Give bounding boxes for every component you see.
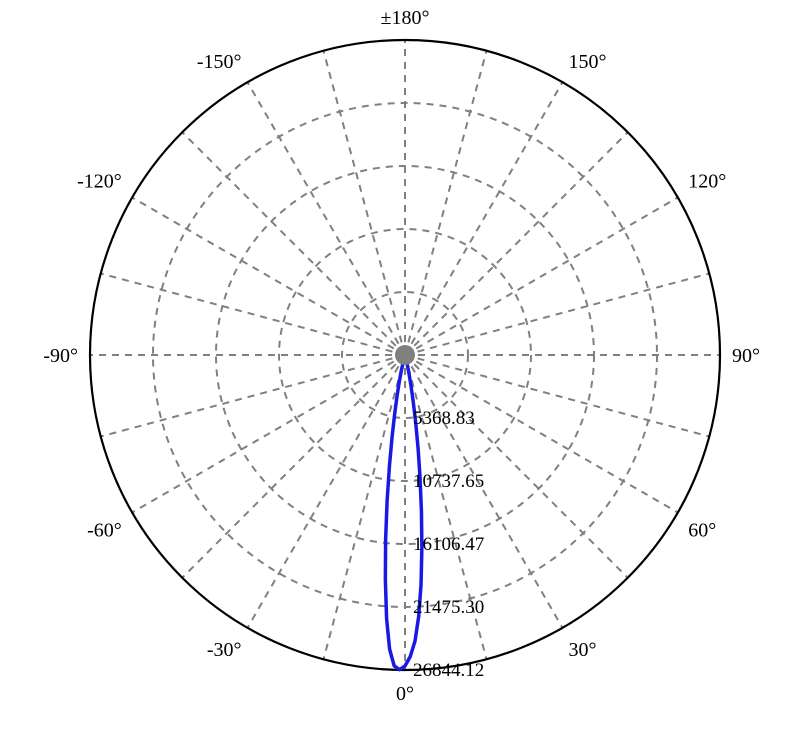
- angle-label: 120°: [688, 171, 726, 193]
- radial-label: 21475.30: [413, 597, 484, 618]
- polar-chart: 0° 30° 60° 90° 120° 150° ±180° -150° -120° -90° -6…: [0, 0, 810, 732]
- angle-label: -120°: [77, 171, 122, 193]
- angle-label: ±180°: [381, 7, 430, 29]
- radial-label: 5368.83: [413, 408, 475, 429]
- radial-label: 26844.12: [413, 660, 484, 681]
- angle-label: 60°: [688, 520, 716, 542]
- grid-spoke: [323, 51, 405, 355]
- radial-label: 10737.65: [413, 471, 484, 492]
- grid-spoke: [101, 273, 405, 355]
- angle-label: -60°: [87, 520, 122, 542]
- grid-spoke: [182, 132, 405, 355]
- angle-label: 0°: [396, 683, 414, 705]
- grid-spoke: [132, 355, 405, 513]
- angle-label: -150°: [197, 51, 242, 73]
- grid-spoke: [405, 82, 563, 355]
- grid-spoke: [405, 273, 709, 355]
- angle-label: 30°: [569, 639, 597, 661]
- grid-spoke: [323, 355, 405, 659]
- radial-label: 16106.47: [413, 534, 484, 555]
- grid-spoke: [248, 355, 406, 628]
- series-lobe: [385, 357, 422, 670]
- angle-label: -90°: [43, 345, 78, 367]
- grid-spoke: [182, 355, 405, 578]
- center-dot: [395, 345, 415, 365]
- grid-spoke: [405, 198, 678, 356]
- polar-svg: 0° 30° 60° 90° 120° 150° ±180° -150° -120° -90° -6…: [0, 0, 810, 732]
- grid-spoke: [405, 51, 487, 355]
- grid-spoke: [132, 198, 405, 356]
- grid-spoke: [248, 82, 406, 355]
- grid-spoke: [405, 132, 628, 355]
- angle-label: 90°: [732, 345, 760, 367]
- angle-label: 150°: [569, 51, 607, 73]
- grid-spoke: [101, 355, 405, 437]
- angle-label: -30°: [207, 639, 242, 661]
